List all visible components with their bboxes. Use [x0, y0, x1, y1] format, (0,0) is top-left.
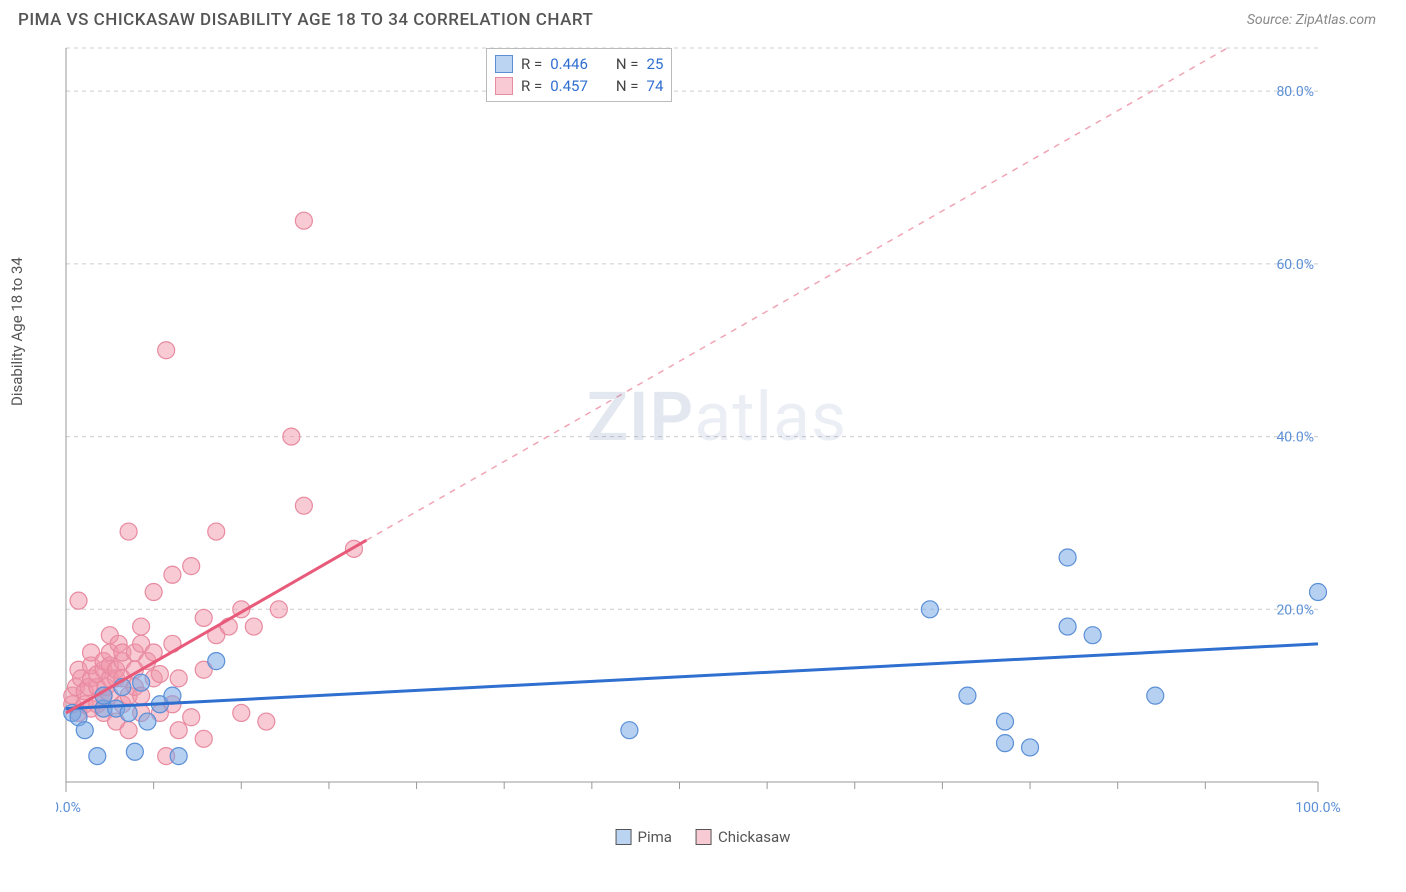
svg-text:40.0%: 40.0% [1276, 430, 1314, 446]
scatter-plot: ZIPatlas 20.0%40.0%60.0%80.0%0.0%100.0% … [56, 42, 1378, 824]
n-label: N = [616, 77, 639, 95]
r-label: R = [521, 55, 542, 73]
svg-text:80.0%: 80.0% [1276, 84, 1314, 100]
r-value: 0.446 [550, 55, 588, 73]
n-label: N = [616, 55, 639, 73]
svg-text:0.0%: 0.0% [56, 800, 81, 816]
chart-title: PIMA VS CHICKASAW DISABILITY AGE 18 TO 3… [18, 10, 593, 30]
source-label: Source: ZipAtlas.com [1247, 12, 1376, 28]
stats-box: R = 0.446 N = 25 R = 0.457 N = 74 [486, 48, 672, 102]
swatch-chickasaw-icon [696, 829, 712, 845]
swatch-pima-icon [616, 829, 632, 845]
legend: Pima Chickasaw [616, 828, 791, 846]
legend-label: Pima [638, 828, 672, 846]
stats-row-pima: R = 0.446 N = 25 [495, 53, 663, 75]
n-value: 25 [647, 55, 664, 73]
stats-row-chickasaw: R = 0.457 N = 74 [495, 75, 663, 97]
y-axis-label: Disability Age 18 to 34 [8, 257, 26, 406]
legend-label: Chickasaw [718, 828, 790, 846]
n-value: 74 [647, 77, 664, 95]
swatch-chickasaw-icon [495, 77, 513, 95]
r-value: 0.457 [550, 77, 588, 95]
legend-item-chickasaw: Chickasaw [696, 828, 790, 846]
legend-item-pima: Pima [616, 828, 672, 846]
swatch-pima-icon [495, 55, 513, 73]
svg-text:20.0%: 20.0% [1276, 602, 1314, 618]
svg-text:60.0%: 60.0% [1276, 257, 1314, 273]
r-label: R = [521, 77, 542, 95]
chart-svg: 20.0% 40.0% 60.0% 80.0% 0.0% 100.0% [56, 42, 1378, 824]
svg-text:100.0%: 100.0% [1295, 800, 1340, 816]
